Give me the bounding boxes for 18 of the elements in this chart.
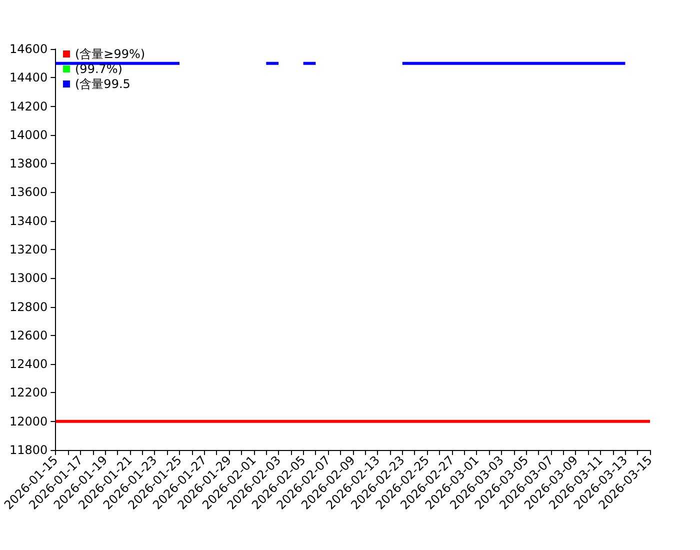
y-tick-label: 11800 bbox=[9, 443, 48, 457]
y-tick-label: 12600 bbox=[9, 328, 48, 342]
y-tick-label: 12200 bbox=[9, 386, 48, 400]
y-tick-label: 12400 bbox=[9, 357, 48, 372]
y-tick-label: 13200 bbox=[9, 242, 48, 256]
y-tick-label: 13600 bbox=[9, 185, 48, 200]
y-tick-label: 14200 bbox=[9, 99, 48, 114]
legend-label: (含量≥99%) bbox=[75, 47, 146, 61]
y-tick-label: 13000 bbox=[9, 271, 48, 286]
y-tick-label: 12000 bbox=[9, 414, 48, 428]
y-tick-label: 12800 bbox=[9, 300, 48, 314]
y-tick-label: 14400 bbox=[9, 70, 48, 85]
legend-label: (99.7%) bbox=[75, 62, 122, 76]
y-tick-label: 14000 bbox=[9, 128, 48, 142]
y-tick-label: 13800 bbox=[9, 156, 48, 171]
legend-label: (含量99.5 bbox=[75, 77, 130, 91]
y-tick-label: 14600 bbox=[9, 42, 48, 56]
y-tick-label: 13400 bbox=[9, 214, 48, 228]
